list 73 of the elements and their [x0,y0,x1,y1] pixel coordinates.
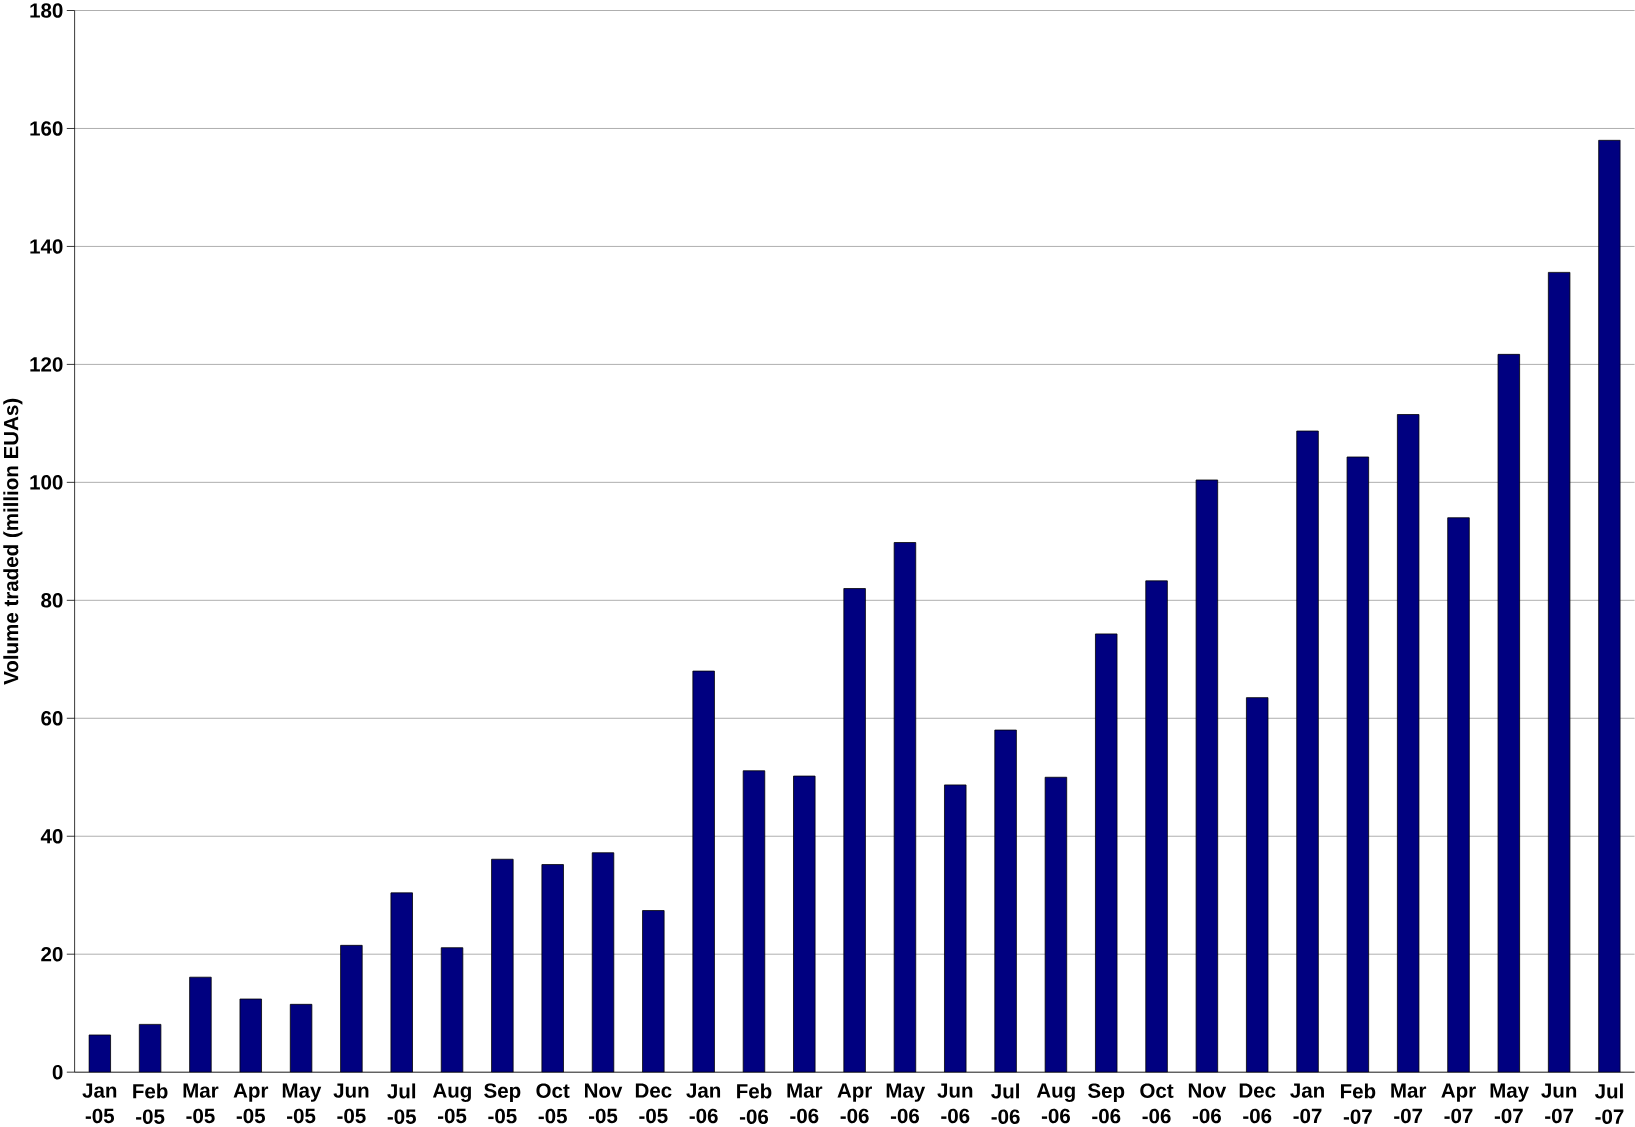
bar [390,892,413,1073]
x-tick-label: Aug -05 [432,1083,471,1124]
bar [1346,456,1370,1073]
x-tick-label: Jun -05 [333,1083,369,1124]
y-tick-label: 100 [30,475,63,490]
x-tick-label: Aug -06 [1036,1083,1075,1124]
x-tick-label: Jan -07 [1290,1083,1324,1124]
x-tick-label: May -06 [886,1083,926,1124]
x-tick-label: Jan -06 [686,1083,721,1124]
x-tick-label: Oct -05 [536,1083,570,1124]
x-tick-label: Jul -06 [991,1083,1020,1124]
bar [843,588,866,1073]
bar [944,784,967,1073]
bar [440,947,464,1073]
bar [1396,414,1420,1073]
bar [692,670,715,1073]
x-tick-label: Dec -05 [635,1083,672,1124]
x-tick-label: Mar -05 [183,1083,219,1124]
x-tick-label: Feb -06 [737,1083,772,1124]
bar [1447,517,1470,1073]
bar [239,998,262,1073]
y-tick-label: 20 [41,946,63,962]
x-tick-label: Feb -05 [133,1083,168,1124]
x-tick-label: Jun -07 [1541,1083,1577,1124]
bar [340,944,363,1073]
x-tick-label: Apr -06 [837,1083,872,1124]
bar [289,1003,313,1073]
x-tick-label: Sep -05 [484,1083,521,1124]
x-tick-label: Nov -05 [585,1083,623,1124]
y-tick-label: 0 [52,1064,63,1080]
y-tick-label: 120 [30,357,63,372]
bar [1598,139,1621,1073]
bar [88,1034,111,1073]
y-axis-title: Volume traded (million EUAs) [3,398,23,685]
x-tick-label: Jul -07 [1594,1083,1624,1124]
bar [591,852,615,1073]
x-tick-label: Jul -05 [387,1083,416,1124]
bar [1246,697,1269,1073]
y-tick-label: 80 [41,592,63,608]
bar [1497,353,1520,1073]
y-tick-label: 60 [41,710,63,726]
x-tick-label: Dec -06 [1239,1083,1276,1124]
bar [491,858,514,1073]
x-tick-label: Sep -06 [1088,1083,1125,1124]
bar [1195,479,1219,1073]
y-tick-label: 40 [40,828,63,844]
x-tick-label: Feb -07 [1340,1083,1376,1124]
x-tick-label: Nov -06 [1188,1083,1227,1124]
bar [1296,430,1319,1073]
y-tick-label: 160 [30,121,63,136]
x-tick-label: Mar -06 [787,1083,823,1124]
x-tick-label: Jan -05 [82,1083,117,1124]
bar [1145,580,1168,1073]
bar [1095,633,1118,1073]
x-tick-label: Jun -06 [937,1083,973,1124]
y-tick-label: 180 [30,3,63,18]
bar [994,729,1017,1073]
x-tick-label: Apr -07 [1441,1083,1476,1124]
bar [541,864,564,1073]
bar [189,976,212,1073]
bar [1044,776,1068,1073]
x-tick-label: Mar -07 [1391,1083,1427,1124]
x-tick-label: May -07 [1490,1083,1530,1124]
bar [1547,271,1571,1073]
bar [642,910,665,1073]
bar [138,1023,162,1073]
x-tick-label: Oct -06 [1140,1083,1174,1124]
x-tick-label: Apr -05 [233,1083,269,1124]
bar [893,542,917,1073]
y-tick-label: 140 [30,239,63,254]
x-tick-label: May -05 [282,1083,322,1124]
bar [793,775,816,1073]
bar [742,770,766,1073]
